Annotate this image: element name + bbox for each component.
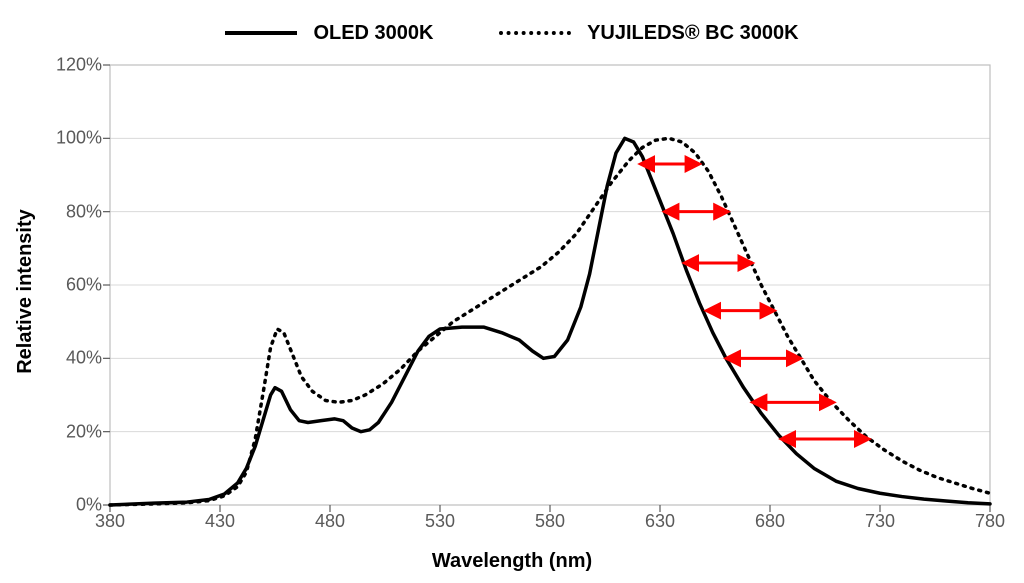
x-tick-label: 730 bbox=[865, 511, 895, 532]
x-tick-label: 780 bbox=[975, 511, 1005, 532]
y-tick-label: 120% bbox=[56, 55, 102, 76]
y-axis-label: Relative intensity bbox=[0, 0, 50, 583]
x-tick-label: 480 bbox=[315, 511, 345, 532]
legend-item-yujileds: YUJILEDS® BC 3000K bbox=[499, 22, 798, 45]
y-tick-label: 60% bbox=[66, 275, 102, 296]
series-oled-3000k bbox=[110, 138, 990, 505]
plot-area: 0%20%40%60%80%100%120%380430480530580630… bbox=[110, 65, 990, 505]
y-tick-label: 100% bbox=[56, 128, 102, 149]
x-tick-label: 530 bbox=[425, 511, 455, 532]
x-tick-label: 430 bbox=[205, 511, 235, 532]
x-tick-label: 680 bbox=[755, 511, 785, 532]
y-tick-label: 80% bbox=[66, 201, 102, 222]
legend-label-yujileds: YUJILEDS® BC 3000K bbox=[587, 22, 798, 45]
series-yujileds-bc-3000k bbox=[110, 138, 990, 505]
legend-item-oled: OLED 3000K bbox=[225, 22, 433, 45]
chart-container: OLED 3000K YUJILEDS® BC 3000K Relative i… bbox=[0, 0, 1024, 583]
y-tick-label: 20% bbox=[66, 421, 102, 442]
x-axis-label: Wavelength (nm) bbox=[0, 550, 1024, 573]
legend-label-oled: OLED 3000K bbox=[313, 22, 433, 45]
legend: OLED 3000K YUJILEDS® BC 3000K bbox=[0, 18, 1024, 45]
y-tick-label: 40% bbox=[66, 348, 102, 369]
legend-swatch-dotted bbox=[499, 31, 571, 35]
x-tick-label: 380 bbox=[95, 511, 125, 532]
x-tick-label: 580 bbox=[535, 511, 565, 532]
x-tick-label: 630 bbox=[645, 511, 675, 532]
legend-swatch-solid bbox=[225, 31, 297, 35]
